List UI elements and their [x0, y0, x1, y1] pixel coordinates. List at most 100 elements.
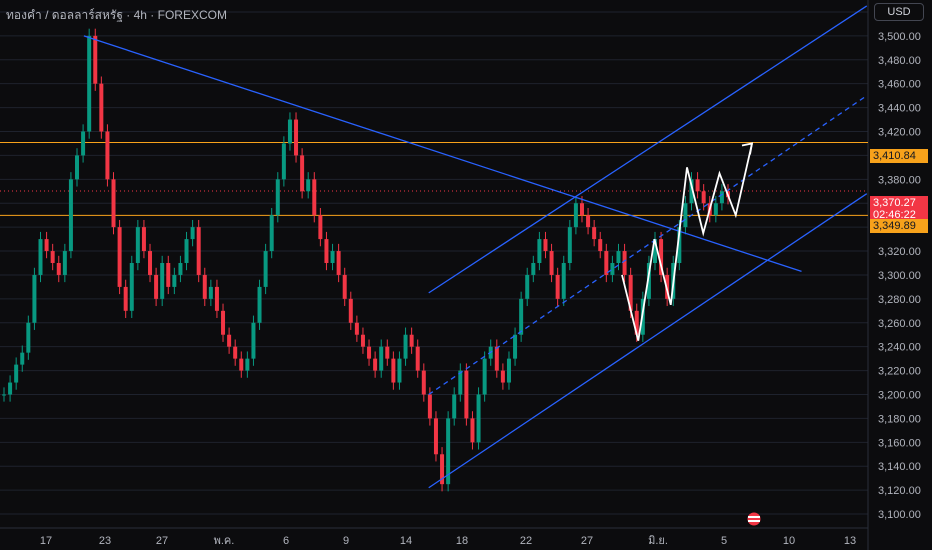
candle-body	[20, 352, 25, 365]
candle-body	[579, 203, 584, 216]
candle-body	[281, 143, 286, 180]
candle-body	[50, 251, 55, 263]
y-tick-label: 3,100.00	[878, 509, 921, 521]
candle-body	[433, 418, 438, 455]
candle-body	[208, 286, 213, 299]
candle-body	[379, 346, 384, 371]
candle-body	[178, 263, 183, 275]
candle-body	[141, 227, 146, 252]
candle-body	[646, 263, 651, 299]
candle-body	[269, 215, 274, 252]
candle-body	[610, 263, 615, 275]
candle-body	[427, 394, 432, 419]
candle-body	[111, 179, 116, 228]
candle-body	[543, 239, 548, 252]
candle-body	[476, 394, 481, 443]
candle-body	[56, 263, 61, 275]
trendline	[428, 193, 868, 489]
candle-body	[592, 227, 597, 240]
candle-body	[129, 263, 134, 311]
candle-body	[567, 227, 572, 263]
y-tick-label: 3,120.00	[878, 485, 921, 497]
trendline	[428, 5, 868, 294]
candle-body	[367, 346, 372, 359]
x-tick-label: 6	[283, 535, 289, 547]
y-tick-label: 3,220.00	[878, 366, 921, 378]
candle-body	[342, 274, 347, 299]
candle-body	[616, 251, 621, 263]
candle-body	[239, 358, 244, 371]
x-tick-label: 17	[40, 535, 52, 547]
y-tick-label: 3,200.00	[878, 390, 921, 402]
x-tick-label: 9	[343, 535, 349, 547]
candle-body	[683, 203, 688, 228]
candle-body	[99, 83, 104, 132]
candle-body	[38, 239, 43, 275]
candle-body	[117, 227, 122, 287]
candle-body	[421, 370, 426, 395]
candle-body	[689, 179, 694, 204]
y-tick-label: 3,240.00	[878, 342, 921, 354]
candle-body	[464, 370, 469, 419]
level-high-badge: 3,410.84	[870, 149, 928, 163]
candle-body	[275, 179, 280, 216]
candle-body	[659, 239, 664, 275]
candle-body	[93, 35, 98, 84]
candle-body	[257, 286, 262, 323]
candle-body	[470, 418, 475, 443]
x-tick-label: 23	[99, 535, 111, 547]
candle-body	[482, 358, 487, 395]
candle-body	[81, 131, 86, 156]
candle-body	[513, 334, 518, 359]
candle-body	[227, 334, 232, 347]
currency-button[interactable]: USD	[874, 3, 924, 21]
candle-body	[14, 364, 19, 383]
candle-body	[196, 227, 201, 275]
candle-body	[409, 334, 414, 347]
candle-body	[537, 239, 542, 263]
x-tick-label: 13	[844, 535, 856, 547]
y-tick-label: 3,440.00	[878, 103, 921, 115]
candle-body	[348, 298, 353, 323]
y-tick-label: 3,140.00	[878, 461, 921, 473]
x-tick-label: มิ.ย.	[648, 535, 668, 547]
candle-body	[695, 179, 700, 192]
y-tick-label: 3,320.00	[878, 246, 921, 258]
candle-body	[26, 322, 31, 353]
candle-body	[68, 179, 73, 252]
candle-body	[233, 346, 238, 359]
candle-body	[75, 155, 80, 180]
x-tick-label: 18	[456, 535, 468, 547]
y-tick-label: 3,260.00	[878, 318, 921, 330]
x-tick-label: พ.ค.	[214, 535, 235, 547]
candle-body	[506, 358, 511, 383]
candle-body	[440, 454, 445, 485]
candle-body	[677, 227, 682, 263]
candle-body	[160, 263, 165, 299]
x-tick-label: 10	[783, 535, 795, 547]
candle-body	[360, 334, 365, 347]
candle-body	[263, 251, 268, 287]
candle-body	[452, 394, 457, 419]
countdown-timer: 02:46:22	[873, 209, 916, 221]
candle-body	[32, 274, 37, 323]
x-tick-label: 5	[721, 535, 727, 547]
candle-body	[652, 239, 657, 263]
candle-body	[336, 251, 341, 275]
candle-body	[634, 310, 639, 335]
candle-body	[287, 119, 292, 144]
candle-body	[598, 239, 603, 252]
candle-body	[306, 179, 311, 192]
projection-path	[621, 143, 753, 341]
y-tick-label: 3,380.00	[878, 174, 921, 186]
flag-icon[interactable]	[744, 512, 764, 526]
candle-body	[713, 203, 718, 216]
candle-body	[294, 119, 299, 156]
candle-body	[87, 35, 92, 132]
candle-body	[123, 286, 128, 311]
y-tick-label: 3,180.00	[878, 413, 921, 425]
candle-body	[500, 370, 505, 383]
candle-body	[190, 227, 195, 240]
candle-body	[62, 251, 67, 275]
